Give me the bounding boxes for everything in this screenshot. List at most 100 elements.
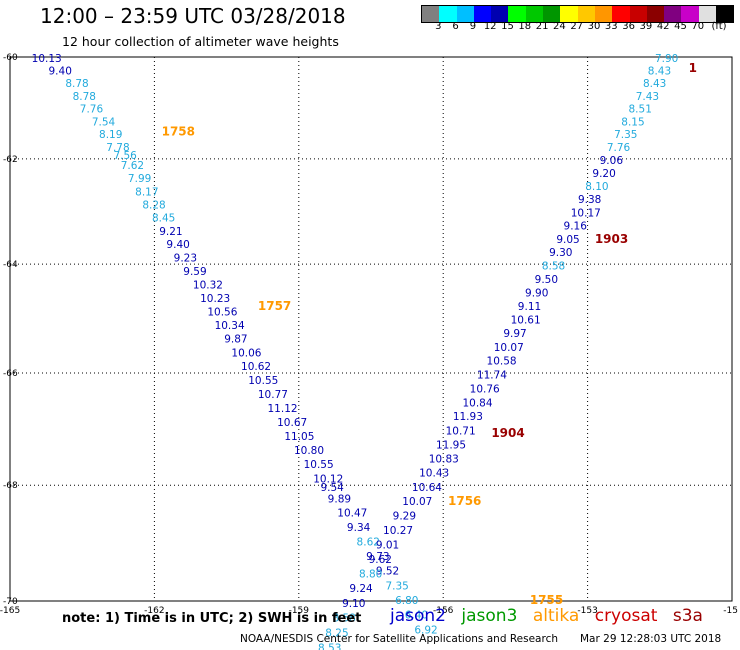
legend-swatch [543,6,561,22]
legend-swatch [491,6,509,22]
wave-height-value: 10.77 [258,389,288,401]
satellite-altika: altika [532,606,580,626]
wave-height-value: 7.56 [113,150,137,162]
wave-height-value: 8.78 [73,91,96,103]
wave-height-value: 10.34 [215,320,245,332]
lon-label: -159 [289,606,310,616]
wave-height-value: 6.92 [414,624,437,636]
pass-time-label: 1756 [448,494,481,508]
wave-height-value: 10.76 [470,383,500,395]
wave-height-value: 11.05 [284,431,314,443]
legend-swatch [439,6,457,22]
wave-height-value: 9.38 [578,194,601,206]
wave-height-value: 8.19 [99,129,122,141]
pass-time-label: 1755 [530,593,563,607]
wave-height-value: 6.80 [395,595,418,607]
wave-height-value: 9.62 [369,554,392,566]
footer-credit: NOAA/NESDIS Center for Satellite Applica… [240,633,558,645]
lon-label: -156 [433,606,454,616]
wave-height-value: 9.29 [393,511,416,523]
wave-height-value: 10.61 [511,315,541,327]
legend-swatch [560,6,578,22]
wave-height-value: 9.40 [166,239,189,251]
legend-swatch [629,6,647,22]
legend-tick-label: 42 [656,21,670,32]
map-frame [9,56,733,602]
wave-height-value: 9.01 [376,539,399,551]
legend-tick-label: 9 [469,21,477,32]
lon-label: -165 [0,606,20,616]
wave-height-value: 7.99 [128,173,151,185]
wave-height-value: 9.24 [349,583,373,595]
wave-height-value: 8.51 [629,104,652,116]
wave-height-value: 9.87 [224,334,247,346]
satellite-cryosat: cryosat [594,606,658,626]
wave-height-value: 11.93 [453,411,483,423]
note-text: note: 1) Time is in UTC; 2) SWH is in fe… [62,611,362,626]
legend-tick-label: 30 [587,21,601,32]
satellite-s3a: s3a [672,606,703,626]
wave-height-value: 10.12 [313,473,343,485]
wave-height-value: 9.90 [525,287,548,299]
color-legend [421,5,735,23]
legend-tick-label: 3 [435,21,442,32]
wave-height-value: 10.62 [241,361,271,373]
wave-height-value: 10.80 [294,445,324,457]
satellite-jason3: jason3 [461,606,518,626]
wave-height-value: 9.16 [564,221,588,233]
legend-tick-label: 6 [452,21,459,32]
wave-height-value: 10.43 [419,468,449,480]
wave-height-value: 10.58 [487,356,517,368]
wave-height-value: 9.52 [376,566,399,578]
pass-time-label: 1904 [491,426,524,440]
lat-label: -60 [3,53,18,63]
lat-label: -68 [3,481,18,491]
pass-time-label: 1 [689,61,697,75]
wave-height-value: 9.23 [174,252,197,264]
legend-tick-label: 36 [622,21,635,32]
legend-tick-label: 24 [553,21,566,32]
legend-swatch [508,6,526,22]
wave-height-value: 10.32 [193,279,223,291]
wave-height-value: 8.15 [621,116,644,128]
wave-height-value: 8.43 [648,66,671,78]
pass-time-label: 1758 [162,125,195,139]
lat-label: -70 [3,597,18,607]
wave-height-value: 7.54 [92,116,116,128]
wave-height-value: 10.27 [383,525,413,537]
wave-height-value: 8.25 [325,627,348,639]
wave-height-value: 7.35 [614,129,637,141]
wave-height-value: 7.90 [655,53,678,65]
wave-height-value: 10.55 [248,375,278,387]
legend-swatch [698,6,717,22]
wave-height-value: 9.89 [328,493,351,505]
pass-time-label: 1757 [258,299,291,313]
legend-swatch [525,6,544,22]
legend-tick-label: 39 [639,21,653,32]
legend-tick-label: 33 [604,21,618,32]
wave-height-value: 9.06 [600,155,624,167]
wave-height-value: 9.50 [535,274,558,286]
wave-height-value: 10.17 [571,207,601,219]
legend-swatch [716,6,734,22]
wave-height-value: 9.11 [518,301,541,313]
wave-height-value: 8.58 [542,261,565,273]
wave-height-value: 11.12 [268,403,298,415]
footer-timestamp: Mar 29 12:28:03 UTC 2018 [580,633,722,645]
legend-swatch [473,6,492,22]
legend-swatch [646,6,665,22]
pass-time-label: 1903 [595,232,628,246]
wave-height-value: 8.53 [318,642,341,650]
wave-height-value: 11.95 [436,439,466,451]
wave-height-value: 6.40 [405,610,428,622]
legend-tick-label: 18 [518,21,532,32]
wave-height-value: 9.30 [549,247,572,259]
wave-height-value: 10.64 [412,482,442,494]
lat-label: -64 [3,260,18,270]
legend-labels: 3 6 9 12 15 18 21 24 27 30 33 36 39 42 45 70 (ft) [421,21,731,35]
wave-height-value: 7.78 [106,142,129,154]
wave-height-value: 9.54 [320,482,344,494]
legend-swatch [456,6,474,22]
wave-height-value: 8.58 [332,613,355,625]
